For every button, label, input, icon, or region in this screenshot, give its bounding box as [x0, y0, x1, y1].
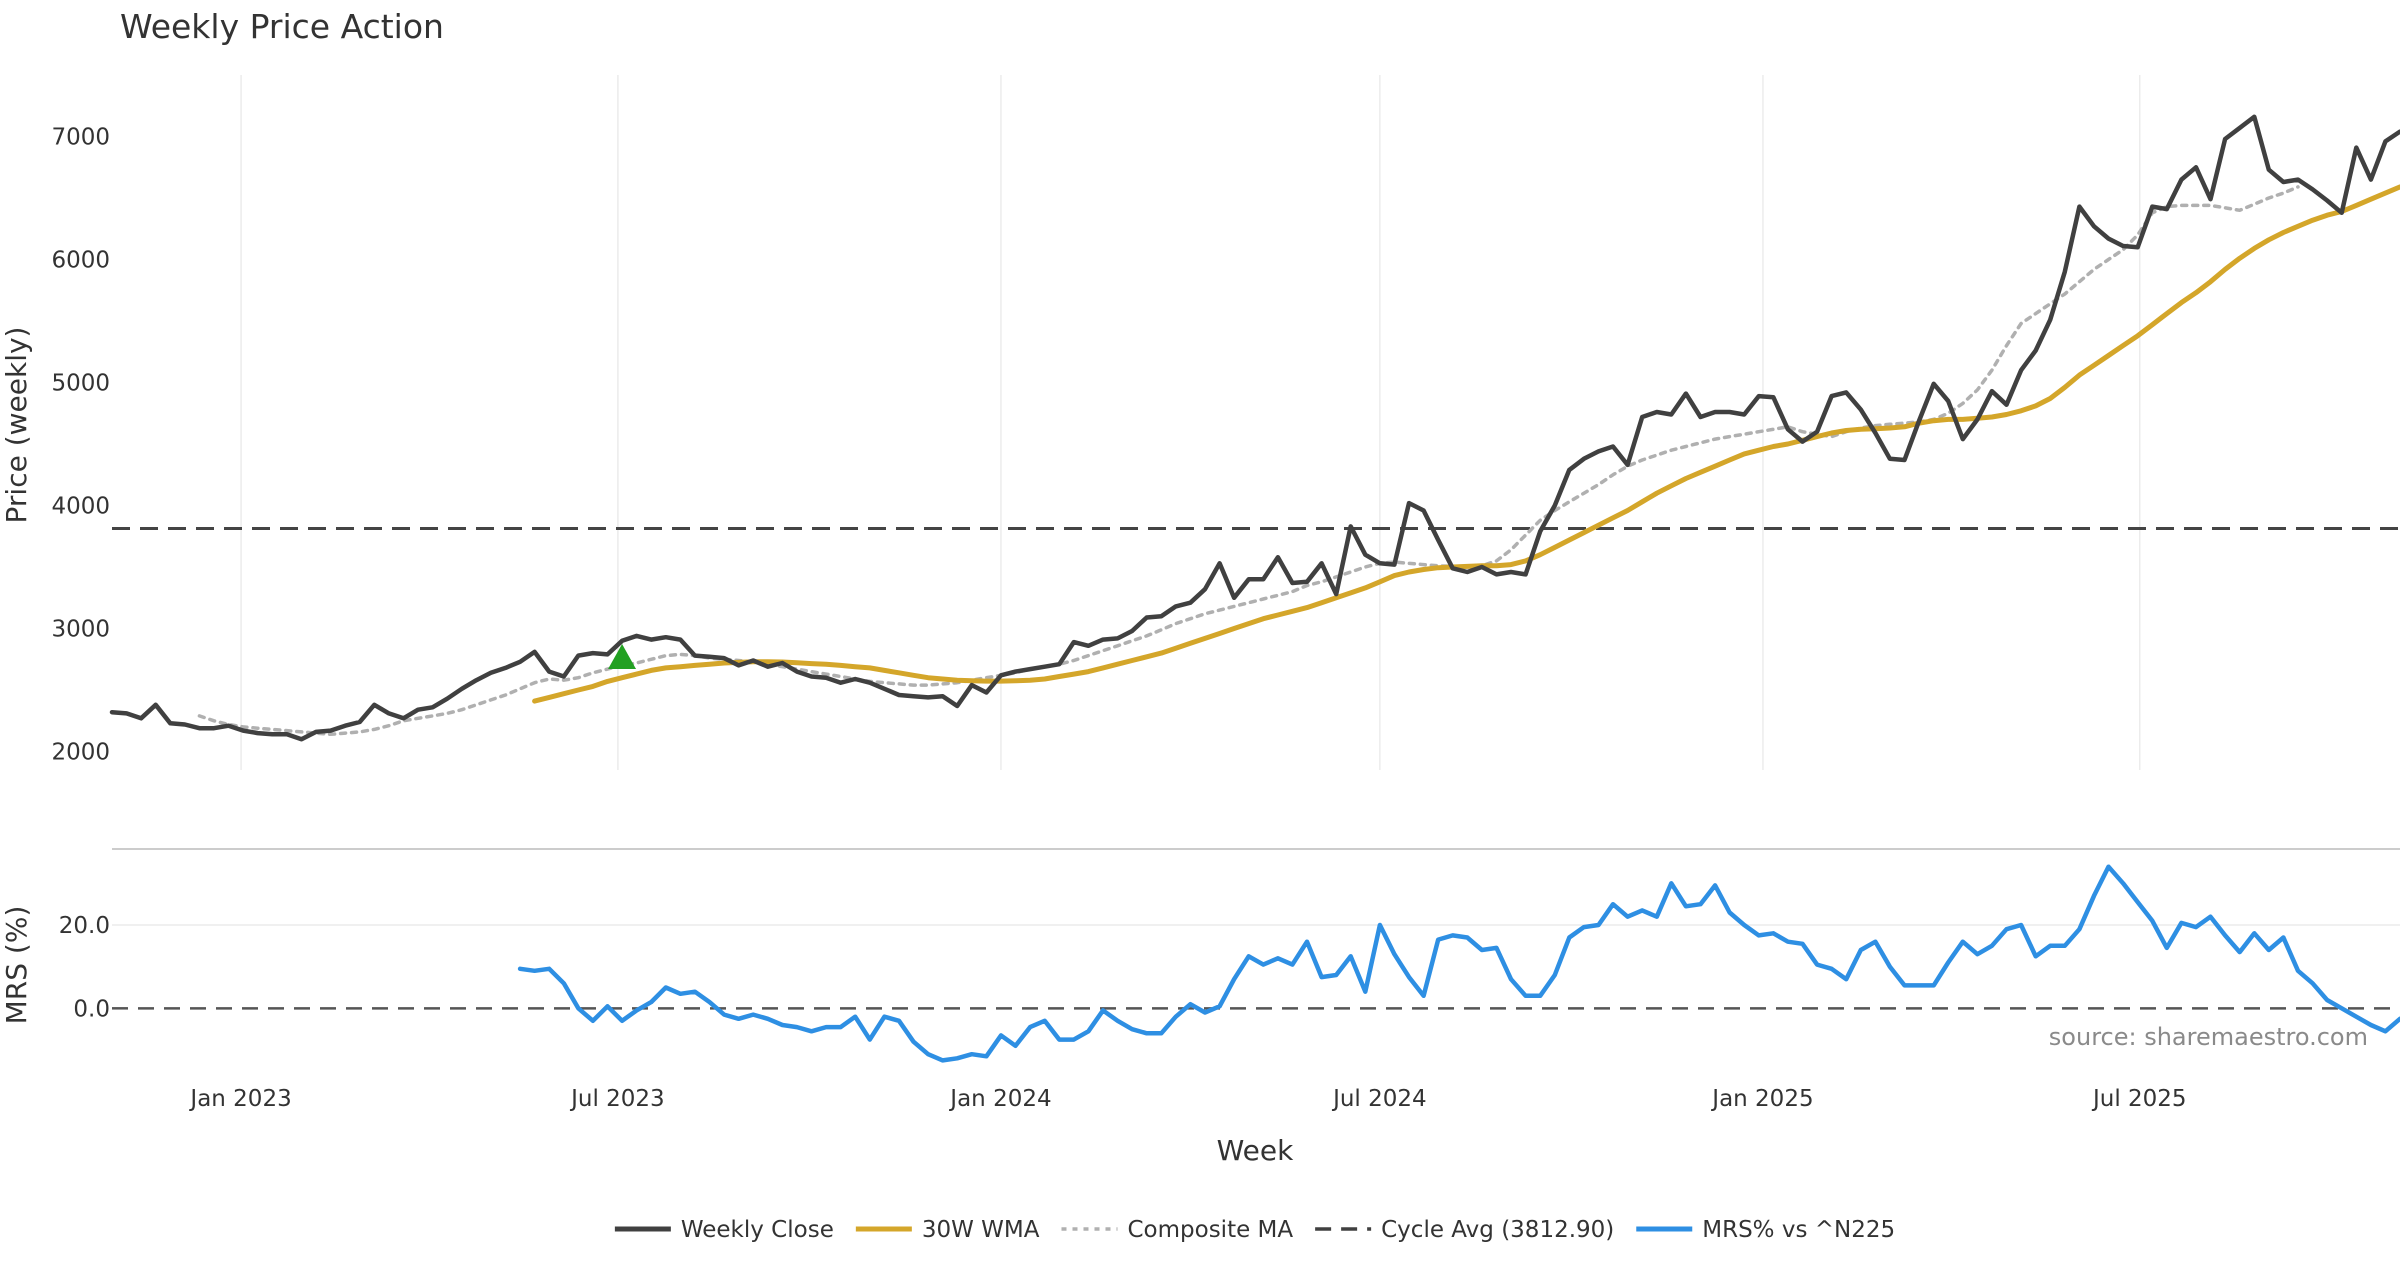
legend-label-cycle-avg-3812-90: Cycle Avg (3812.90)	[1381, 1217, 1614, 1243]
x-tick-label-3: Jul 2024	[1331, 1086, 1427, 1112]
mrs-y-axis-title: MRS (%)	[0, 906, 33, 1025]
price-y-tick-4: 6000	[51, 248, 110, 274]
gridlines	[112, 75, 2400, 926]
x-axis-title: Week	[1217, 1134, 1294, 1167]
chart-title: Weekly Price Action	[120, 7, 444, 46]
legend-item-weekly-close: Weekly Close	[614, 1217, 834, 1243]
series-30w-wma	[532, 184, 2400, 704]
legend-label-composite-ma: Composite MA	[1127, 1217, 1293, 1243]
mrs-panel: 0.0 20.0	[59, 864, 2400, 1063]
x-tick-label-4: Jan 2025	[1710, 1086, 1813, 1112]
series-mrs-vs-n225	[517, 864, 2400, 1063]
mrs-y-tick-1: 20.0	[59, 913, 110, 939]
price-y-tick-0: 2000	[51, 740, 110, 766]
legend-item-cycle-avg-3812-90: Cycle Avg (3812.90)	[1315, 1217, 1614, 1243]
x-tick-label-1: Jul 2023	[569, 1086, 665, 1112]
price-y-tick-5: 7000	[51, 125, 110, 151]
mrs-y-tick-0: 0.0	[73, 996, 110, 1022]
series-weekly-close	[109, 114, 2400, 742]
price-y-tick-3: 5000	[51, 371, 110, 397]
x-tick-label-2: Jan 2024	[948, 1086, 1051, 1112]
legend-item-composite-ma: Composite MA	[1061, 1217, 1293, 1243]
signal-marker	[608, 644, 637, 670]
x-tick-label-5: Jul 2025	[2091, 1086, 2187, 1112]
price-y-axis-title: Price (weekly)	[0, 327, 33, 524]
x-axis: Jan 2023 Jul 2023 Jan 2024 Jul 2024 Jan 2025…	[188, 1086, 2186, 1112]
price-y-tick-1: 3000	[51, 617, 110, 643]
legend-label-30w-wma: 30W WMA	[922, 1217, 1040, 1243]
series-composite-ma	[197, 185, 2300, 737]
price-panel: 2000 3000 4000 5000 6000 7000	[51, 114, 2400, 766]
legend-item-30w-wma: 30W WMA	[855, 1217, 1040, 1243]
source-text: source: sharemaestro.com	[2049, 1023, 2368, 1051]
x-tick-label-0: Jan 2023	[188, 1086, 291, 1112]
legend-label-mrs-vs-n225: MRS% vs ^N225	[1702, 1217, 1895, 1243]
legend: Weekly Close 30W WMA Composite MA Cycle Avg…	[614, 1217, 1895, 1243]
legend-item-mrs-vs-n225: MRS% vs ^N225	[1636, 1217, 1895, 1243]
legend-label-weekly-close: Weekly Close	[681, 1217, 834, 1243]
price-y-tick-2: 4000	[51, 494, 110, 520]
